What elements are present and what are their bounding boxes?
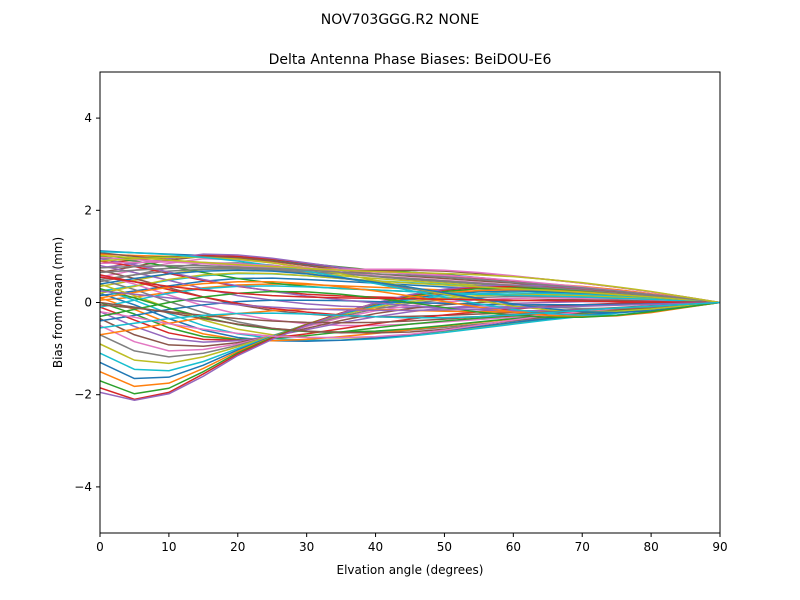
series-line-s38: [100, 268, 720, 304]
chart-title: Delta Antenna Phase Biases: BeiDOU-E6: [269, 52, 552, 68]
x-tick-label: 30: [299, 540, 314, 554]
x-tick-label: 60: [506, 540, 521, 554]
series-line-s29: [100, 293, 720, 365]
x-tick-label: 10: [161, 540, 176, 554]
series-line-s53: [100, 290, 720, 318]
x-tick-label: 50: [437, 540, 452, 554]
y-axis: −4 −2 0 2 4: [74, 111, 100, 494]
x-tick-label: 20: [230, 540, 245, 554]
series-line-s24: [100, 301, 720, 342]
y-tick-label: 0: [84, 296, 92, 310]
figure-suptitle: NOV703GGG.R2 NONE: [321, 12, 479, 28]
series-line-s39: [100, 272, 720, 304]
y-tick-label: −2: [74, 388, 92, 402]
series-line-s46: [100, 301, 720, 334]
x-tick-label: 90: [712, 540, 727, 554]
y-axis-label: Bias from mean (mm): [51, 237, 65, 368]
x-tick-label: 70: [575, 540, 590, 554]
series-line-s55: [100, 290, 720, 312]
series-line-s40: [100, 285, 720, 308]
x-tick-label: 0: [96, 540, 104, 554]
series-line-s32: [100, 288, 720, 388]
series-line-s26: [100, 298, 720, 348]
series-line-s58: [100, 266, 720, 304]
x-axis-label: Elvation angle (degrees): [337, 563, 484, 577]
y-tick-label: 2: [84, 203, 92, 217]
series-line-s60: [100, 301, 720, 329]
x-axis: 0 10 20 30 40 50 60 70 80 90: [96, 533, 728, 554]
y-tick-label: −4: [74, 480, 92, 494]
series-line-s30: [100, 292, 720, 372]
x-tick-label: 80: [643, 540, 658, 554]
series-line-s51: [100, 269, 720, 314]
series-line-s54: [100, 276, 720, 304]
y-tick-label: 4: [84, 111, 92, 125]
x-tick-label: 40: [368, 540, 383, 554]
series-line-s59: [100, 254, 720, 304]
series-layer: [100, 250, 720, 401]
series-line-s43: [100, 287, 720, 333]
